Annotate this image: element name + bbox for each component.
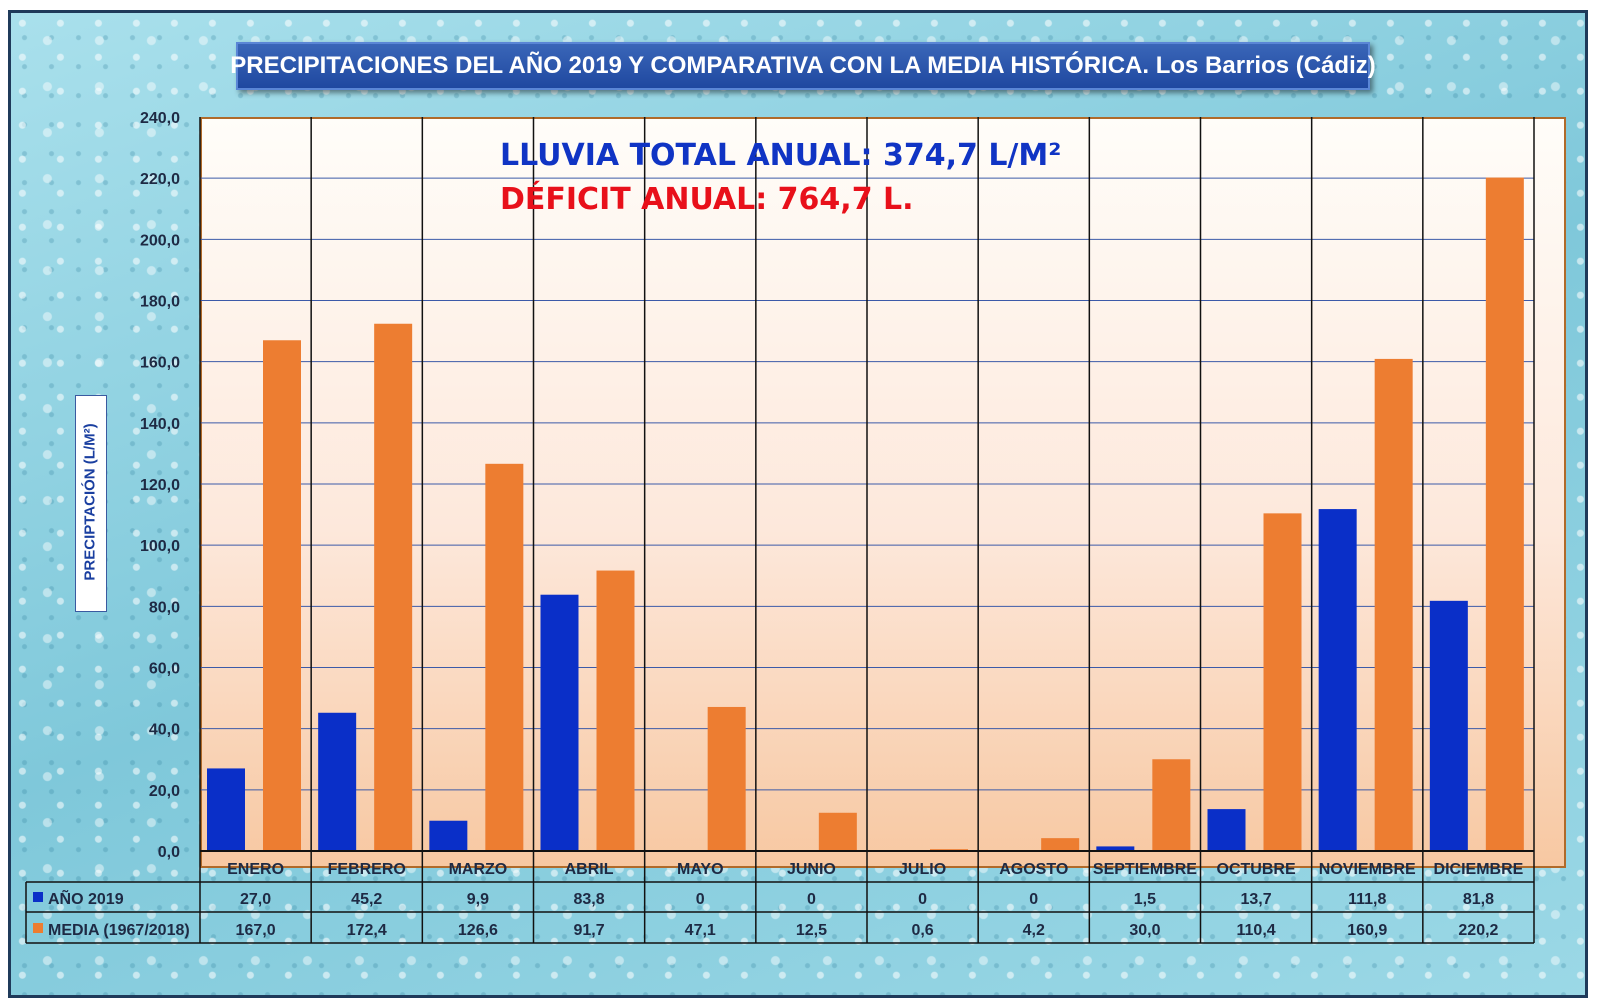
bar-ano-2019-abril [540, 594, 579, 851]
bar-media-abril [596, 570, 635, 851]
y-tick-label: 20,0 [149, 783, 180, 800]
chart-title: PRECIPITACIONES DEL AÑO 2019 Y COMPARATI… [230, 42, 1376, 90]
y-axis-label-box [75, 395, 107, 612]
bars [207, 177, 1524, 851]
data-table-value: 83,8 [574, 891, 605, 908]
x-tick-label: ABRIL [565, 861, 614, 878]
data-table-value: 0 [696, 891, 705, 908]
data-table-value: 12,5 [796, 922, 827, 939]
x-tick-label: SEPTIEMBRE [1093, 861, 1197, 878]
y-tick-label: 240,0 [140, 110, 180, 127]
bar-media-septiembre [1152, 759, 1191, 851]
data-table-value: 0 [918, 891, 927, 908]
bar-media-mayo [707, 706, 746, 851]
bar-media-noviembre [1374, 358, 1413, 851]
x-tick-label: FEBRERO [328, 861, 406, 878]
bar-ano-2019-diciembre [1429, 600, 1468, 851]
bar-ano-2019-febrero [318, 712, 357, 851]
data-table-value: 91,7 [574, 922, 605, 939]
data-table-value: 1,5 [1134, 891, 1156, 908]
data-table-value: 172,4 [347, 922, 387, 939]
x-tick-label: OCTUBRE [1217, 861, 1296, 878]
bar-ano-2019-enero [207, 768, 245, 851]
data-table-value: 81,8 [1463, 891, 1494, 908]
y-tick-label: 60,0 [149, 661, 180, 678]
bar-media-febrero [374, 323, 413, 851]
data-table-value: 4,2 [1023, 922, 1045, 939]
y-tick-label: 180,0 [140, 294, 180, 311]
bar-ano-2019-noviembre [1318, 509, 1357, 851]
x-tick-label: ENERO [227, 861, 284, 878]
data-table-value: 0,6 [911, 922, 933, 939]
legend-swatch [33, 892, 43, 902]
category-dividers [199, 117, 1535, 943]
data-table-value: 167,0 [236, 922, 276, 939]
x-tick-label: AGOSTO [999, 861, 1068, 878]
data-table-value: 0 [807, 891, 816, 908]
annotation-annual-deficit: DÉFICIT ANUAL: 764,7 L. [500, 182, 914, 217]
y-tick-label: 0,0 [158, 844, 180, 861]
x-tick-label: JUNIO [787, 861, 836, 878]
chart-title-text: PRECIPITACIONES DEL AÑO 2019 Y COMPARATI… [230, 52, 1376, 79]
data-table-value: 160,9 [1347, 922, 1387, 939]
data-table-value: 111,8 [1348, 891, 1386, 908]
bar-media-junio [818, 812, 857, 851]
legend-label: AÑO 2019 [48, 888, 124, 908]
legend-swatch [33, 923, 43, 933]
data-table-value: 110,4 [1237, 922, 1276, 939]
x-tick-label: DICIEMBRE [1434, 861, 1524, 878]
legend-label: MEDIA (1967/2018) [48, 922, 190, 939]
data-table-value: 126,6 [458, 922, 498, 939]
bar-media-marzo [485, 463, 524, 851]
data-table-value: 13,7 [1241, 891, 1272, 908]
data-table-value: 45,2 [351, 891, 382, 908]
y-tick-label: 100,0 [140, 538, 180, 555]
data-table-value: 47,1 [685, 922, 716, 939]
y-tick-label: 120,0 [140, 477, 180, 494]
x-tick-label: NOVIEMBRE [1319, 861, 1416, 878]
bar-ano-2019-marzo [429, 820, 468, 851]
annotation-total-rainfall: LLUVIA TOTAL ANUAL: 374,7 L/M² [500, 138, 1062, 173]
y-tick-label: 200,0 [140, 232, 180, 249]
bar-ano-2019-septiembre [1096, 846, 1135, 851]
y-tick-label: 40,0 [149, 722, 180, 739]
y-tick-label: 140,0 [140, 416, 180, 433]
y-tick-labels: 0,0 20,0 40,0 60,0 80,0 100,0 120,0 140,0 160,0 1… [140, 110, 180, 861]
bar-media-diciembre [1485, 177, 1524, 851]
bar-ano-2019-octubre [1207, 809, 1246, 851]
data-table-value: 9,9 [467, 891, 489, 908]
bar-media-octubre [1263, 513, 1302, 851]
data-table: ENERO FEBRERO MARZO ABRIL MAYO JUNIO JULIO AGOS… [25, 861, 1534, 944]
data-table-value: 30,0 [1129, 922, 1160, 939]
data-table-value: 0 [1029, 891, 1038, 908]
y-tick-label: 80,0 [149, 599, 180, 616]
data-table-value: 27,0 [240, 891, 271, 908]
data-table-value: 220,2 [1458, 922, 1498, 939]
y-tick-label: 160,0 [140, 355, 180, 372]
bar-media-enero [263, 340, 301, 851]
x-tick-label: JULIO [899, 861, 946, 878]
bar-media-agosto [1041, 838, 1080, 851]
x-tick-label: MAYO [677, 861, 724, 878]
x-tick-label: MARZO [449, 861, 508, 878]
y-tick-label: 220,0 [140, 171, 180, 188]
